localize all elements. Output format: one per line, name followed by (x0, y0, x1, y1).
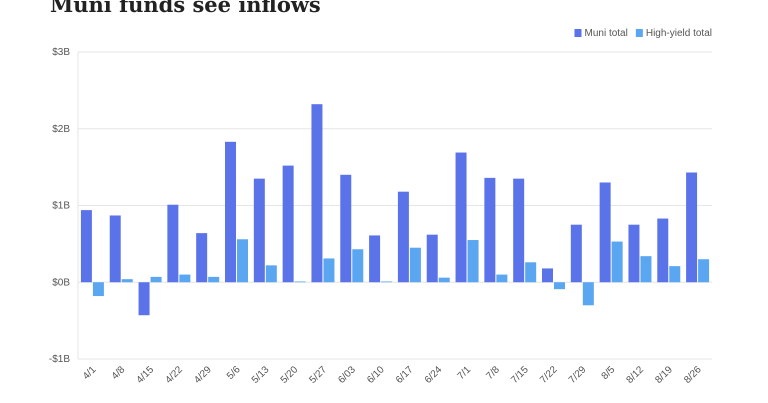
y-tick-label: -$1B (49, 354, 70, 365)
bar (121, 279, 133, 283)
bar (323, 258, 335, 283)
bar (698, 259, 710, 283)
x-tick-label: 5/20 (279, 364, 301, 386)
bar (455, 152, 467, 283)
bar (80, 210, 92, 283)
bar (138, 282, 150, 316)
bar (167, 204, 179, 283)
x-tick-label: 4/29 (192, 364, 214, 386)
bar (381, 281, 393, 283)
x-tick-label: 4/1 (81, 364, 99, 382)
y-tick-label: $3B (52, 47, 70, 58)
x-tick-label: 6/03 (336, 364, 358, 386)
bar (438, 277, 450, 283)
x-tick-label: 5/27 (308, 364, 330, 386)
bar (282, 165, 294, 283)
legend-label: High-yield total (646, 28, 712, 39)
bar (554, 282, 565, 290)
bar (628, 224, 640, 283)
bar (237, 239, 248, 283)
legend-swatch (635, 29, 643, 37)
x-tick-label: 6/24 (423, 364, 445, 386)
x-tick-label: 8/19 (653, 364, 675, 386)
bar (426, 234, 438, 283)
bar (669, 266, 681, 283)
x-tick-label: 7/29 (567, 364, 589, 386)
bar (369, 235, 381, 283)
bar (484, 177, 496, 283)
x-tick-label: 8/26 (682, 364, 704, 386)
bar (525, 262, 537, 283)
x-tick-label: 4/8 (110, 364, 128, 382)
bar (570, 224, 582, 283)
bar (253, 178, 265, 283)
bar (196, 233, 208, 283)
y-tick-label: $2B (52, 124, 70, 135)
x-tick-label: 8/5 (600, 364, 618, 382)
bar (611, 241, 623, 283)
bar (640, 256, 652, 283)
bar (467, 240, 479, 283)
bar (265, 265, 277, 283)
bar (179, 274, 191, 283)
bar (150, 276, 162, 283)
x-tick-label: 7/8 (484, 364, 502, 382)
y-tick-label: $0B (52, 277, 70, 288)
x-tick-label: 6/10 (365, 364, 387, 386)
bar (409, 247, 421, 283)
bar (109, 215, 121, 283)
bar (397, 191, 409, 283)
bar (352, 249, 364, 283)
x-tick-label: 4/15 (135, 364, 157, 386)
x-tick-label: 7/1 (456, 364, 474, 382)
bar (582, 282, 594, 306)
x-tick-label: 6/17 (394, 364, 416, 386)
legend-label: Muni total (584, 28, 627, 39)
x-tick-label: 5/13 (250, 364, 272, 386)
bar (294, 281, 306, 283)
bar (311, 104, 323, 283)
bar (657, 218, 669, 283)
bar (92, 282, 104, 297)
bar (542, 268, 553, 283)
x-tick-label: 7/22 (538, 364, 560, 386)
x-tick-label: 7/15 (509, 364, 531, 386)
bar (513, 178, 525, 283)
legend-swatch (574, 29, 582, 37)
bar (208, 276, 220, 283)
bar (686, 172, 698, 283)
bar (599, 182, 611, 283)
bar (225, 141, 236, 283)
chart-title: Muni funds see inflows (50, 0, 321, 17)
bar (340, 174, 352, 283)
x-tick-label: 8/12 (625, 364, 647, 386)
x-tick-label: 5/6 (225, 364, 243, 382)
y-tick-label: $1B (52, 201, 70, 212)
x-tick-label: 4/22 (163, 364, 185, 386)
bar (496, 274, 508, 283)
